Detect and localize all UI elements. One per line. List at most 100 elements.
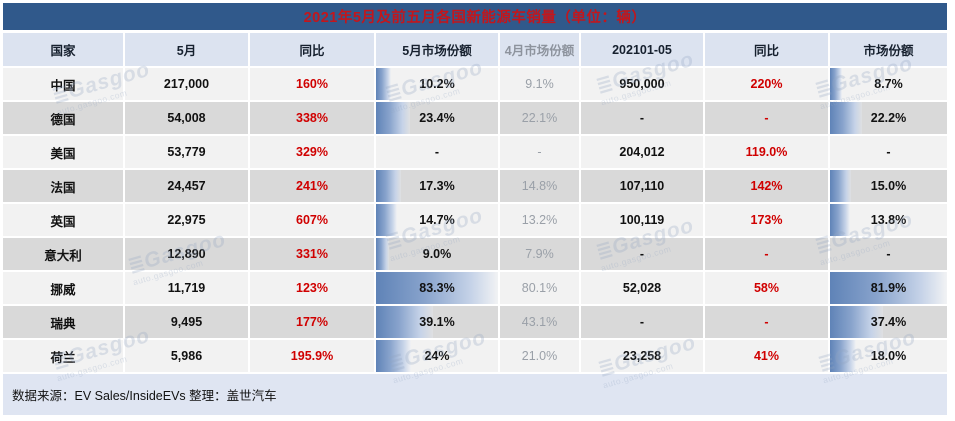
column-header-ytd-yoy: 同比 — [705, 33, 828, 66]
cell-value: 195.9% — [290, 349, 334, 363]
table-row: 瑞典 9,495 177% 39.1% 43.1% - - 37.4% — [3, 306, 947, 338]
table-row: 中国 217,000 160% 10.2% 9.1% 950,000 220% 8.7% — [3, 68, 947, 100]
ytd-yoy-cell: - — [705, 102, 828, 134]
cell-value: - — [639, 247, 645, 261]
ytd-share-cell: 13.8% — [830, 204, 947, 236]
table-title-bar: 2021年5月及前五月各国新能源车销量（单位：辆） — [3, 3, 947, 30]
may-yoy-cell: 195.9% — [250, 340, 374, 372]
cell-value: 22.1% — [521, 111, 558, 125]
april-share-cell: - — [500, 136, 579, 168]
cell-value: 331% — [296, 247, 328, 261]
cell-value: 13.8% — [870, 213, 907, 227]
cell-value: 7.9% — [525, 247, 554, 261]
cell-value: 22.2% — [870, 111, 907, 125]
cell-value: 14.7% — [419, 213, 455, 227]
cell-value: 9,495 — [170, 315, 203, 329]
ytd-yoy-cell: 173% — [705, 204, 828, 236]
cell-value: - — [537, 145, 542, 159]
ytd-share-cell: 15.0% — [830, 170, 947, 202]
cell-value: 142% — [750, 179, 783, 193]
ytd-sales-cell: - — [581, 102, 703, 134]
cell-value: 9.1% — [525, 77, 554, 91]
cell-value: 英国 — [50, 214, 76, 229]
may-share-cell: 83.3% — [376, 272, 498, 304]
table-header-row: 国家 5月 同比 5月市场份额 4月市场份额 202101-05 同比 市场份额 — [3, 33, 947, 66]
country-cell: 荷兰 — [3, 340, 123, 372]
ytd-yoy-cell: 119.0% — [705, 136, 828, 168]
cell-value: 160% — [296, 77, 328, 91]
cell-value: 美国 — [50, 146, 76, 161]
cell-value: 173% — [750, 213, 783, 227]
may-share-cell: 17.3% — [376, 170, 498, 202]
cell-value: 21.0% — [521, 349, 558, 363]
share-data-bar — [830, 170, 852, 202]
data-source-note: 数据来源：EV Sales/InsideEVs 整理：盖世汽车 — [12, 389, 277, 403]
cell-value: 39.1% — [419, 315, 455, 329]
table-row: 挪威 11,719 123% 83.3% 80.1% 52,028 58% 81.9% — [3, 272, 947, 304]
cell-value: 24,457 — [167, 179, 206, 193]
april-share-cell: 43.1% — [500, 306, 579, 338]
table-footer-row: 数据来源：EV Sales/InsideEVs 整理：盖世汽车 — [3, 374, 947, 415]
ytd-yoy-cell: 58% — [705, 272, 828, 304]
may-yoy-cell: 329% — [250, 136, 374, 168]
may-sales-cell: 9,495 — [125, 306, 248, 338]
share-data-bar — [830, 340, 856, 372]
ytd-yoy-cell: 220% — [705, 68, 828, 100]
cell-value: 13.2% — [521, 213, 558, 227]
may-sales-cell: 12,890 — [125, 238, 248, 270]
cell-value: 217,000 — [163, 77, 210, 91]
may-sales-cell: 53,779 — [125, 136, 248, 168]
ytd-sales-cell: 107,110 — [581, 170, 703, 202]
ytd-share-cell: - — [830, 136, 947, 168]
share-data-bar — [830, 306, 884, 338]
table-row: 德国 54,008 338% 23.4% 22.1% - - 22.2% — [3, 102, 947, 134]
share-data-bar — [830, 272, 947, 304]
cell-value: 83.3% — [419, 281, 455, 295]
share-data-bar — [376, 102, 411, 134]
share-data-bar — [830, 68, 843, 100]
cell-value: 54,008 — [167, 111, 206, 125]
cell-value: 53,779 — [167, 145, 206, 159]
cell-value: 80.1% — [521, 281, 558, 295]
column-header-ytd: 202101-05 — [581, 33, 703, 66]
april-share-cell: 80.1% — [500, 272, 579, 304]
may-sales-cell: 24,457 — [125, 170, 248, 202]
country-cell: 中国 — [3, 68, 123, 100]
table-row: 法国 24,457 241% 17.3% 14.8% 107,110 142% 15.0% — [3, 170, 947, 202]
country-cell: 法国 — [3, 170, 123, 202]
cell-value: 950,000 — [619, 77, 665, 91]
table-row: 荷兰 5,986 195.9% 24% 21.0% 23,258 41% 18.0% — [3, 340, 947, 372]
ytd-sales-cell: 204,012 — [581, 136, 703, 168]
cell-value: 意大利 — [44, 248, 82, 263]
cell-value: 41% — [753, 349, 780, 363]
share-data-bar — [376, 272, 498, 304]
ytd-share-cell: 8.7% — [830, 68, 947, 100]
cell-value: 37.4% — [870, 315, 907, 329]
cell-value: 24% — [424, 349, 450, 363]
ytd-sales-cell: - — [581, 306, 703, 338]
column-header-country: 国家 — [3, 33, 123, 66]
may-sales-cell: 54,008 — [125, 102, 248, 134]
share-data-bar — [830, 102, 862, 134]
cell-value: - — [886, 145, 891, 159]
cell-value: 119.0% — [745, 145, 788, 159]
may-yoy-cell: 160% — [250, 68, 374, 100]
share-data-bar — [376, 238, 390, 270]
cell-value: 123% — [296, 281, 328, 295]
cell-value: 23,258 — [622, 349, 662, 363]
cell-value: 11,719 — [167, 281, 206, 295]
table-body: 中国 217,000 160% 10.2% 9.1% 950,000 220% 8.7% 德国 5… — [3, 68, 947, 372]
cell-value: 法国 — [50, 180, 76, 195]
country-cell: 德国 — [3, 102, 123, 134]
table-row: 美国 53,779 329% - - 204,012 119.0% - — [3, 136, 947, 168]
cell-value: 中国 — [50, 78, 76, 93]
cell-value: - — [434, 145, 440, 159]
april-share-cell: 7.9% — [500, 238, 579, 270]
april-share-cell: 9.1% — [500, 68, 579, 100]
cell-value: 607% — [296, 213, 328, 227]
cell-value: 43.1% — [521, 315, 558, 329]
column-header-april-share: 4月市场份额 — [500, 33, 579, 66]
april-share-cell: 22.1% — [500, 102, 579, 134]
cell-value: 14.8% — [521, 179, 558, 193]
